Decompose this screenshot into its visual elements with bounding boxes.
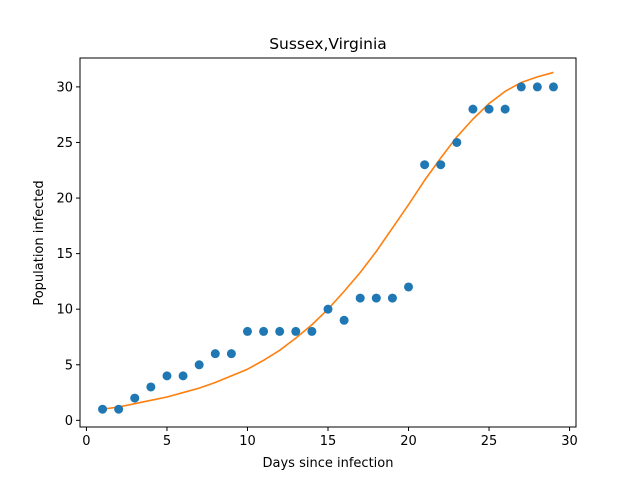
data-point: [146, 382, 156, 392]
y-tick-label: 0: [65, 414, 73, 429]
y-tick-label: 5: [65, 358, 73, 373]
chart-title: Sussex,Virginia: [269, 35, 387, 53]
data-point: [532, 82, 542, 92]
data-point: [484, 104, 494, 114]
data-point: [436, 160, 446, 170]
data-point: [178, 371, 188, 381]
data-point: [98, 404, 108, 414]
data-point: [162, 371, 172, 381]
data-point: [210, 349, 220, 359]
data-point: [291, 326, 301, 336]
data-point: [339, 315, 349, 325]
x-tick-label: 15: [320, 434, 337, 449]
data-point: [275, 326, 285, 336]
data-point: [371, 293, 381, 303]
x-tick-label: 0: [82, 434, 90, 449]
data-point: [404, 282, 414, 292]
x-tick-label: 5: [163, 434, 171, 449]
fit-line: [102, 71, 554, 411]
y-axis-label: Population infected: [32, 180, 47, 305]
y-tick-label: 30: [56, 80, 73, 95]
data-point: [516, 82, 526, 92]
x-tick-label: 30: [561, 434, 578, 449]
x-tick-label: 25: [481, 434, 498, 449]
data-point: [355, 293, 365, 303]
data-point: [468, 104, 478, 114]
data-point: [500, 104, 510, 114]
plot-area: [98, 71, 558, 414]
data-point: [387, 293, 397, 303]
y-tick-label: 25: [56, 136, 73, 151]
y-tick-label: 10: [56, 303, 73, 318]
data-point: [323, 304, 333, 314]
data-point: [130, 393, 140, 403]
plot-frame: [79, 57, 577, 428]
data-point: [452, 137, 462, 147]
x-tick-label: 20: [400, 434, 417, 449]
axes: 0 5 10 15 20 25 30 0 5 10 15 20 25 30: [56, 80, 577, 449]
y-tick-label: 15: [56, 247, 73, 262]
data-point: [242, 326, 252, 336]
data-point: [114, 404, 124, 414]
x-tick-label: 10: [239, 434, 256, 449]
y-tick-label: 20: [56, 192, 73, 207]
data-point: [307, 326, 317, 336]
x-axis-label: Days since infection: [263, 456, 394, 471]
data-point: [420, 160, 430, 170]
data-point: [259, 326, 269, 336]
data-point: [194, 360, 204, 370]
data-point: [226, 349, 236, 359]
data-point: [548, 82, 558, 92]
